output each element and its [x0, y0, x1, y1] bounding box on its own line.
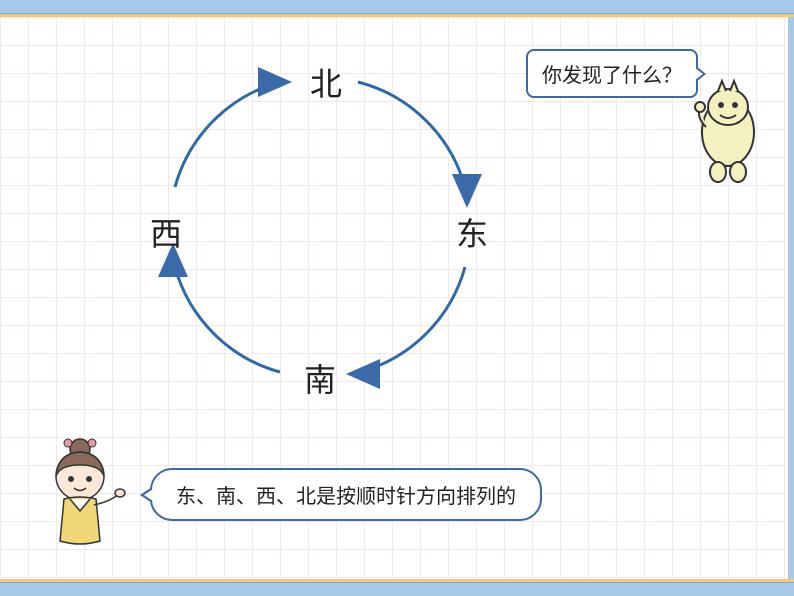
mascot-dino-icon [688, 77, 768, 187]
mascot-girl-icon [30, 431, 130, 551]
speech-question-text: 你发现了什么？ [542, 65, 682, 87]
speech-bubble-answer: 东、南、西、北是按顺时针方向排列的 [150, 468, 542, 521]
speech-bubble-question: 你发现了什么？ [526, 49, 698, 98]
label-north: 北 [310, 59, 342, 105]
right-edge [788, 17, 794, 579]
label-east: 东 [456, 209, 488, 255]
arrow-to-south-icon [346, 359, 382, 389]
top-bar [0, 0, 794, 14]
arrow-to-north-icon [258, 67, 294, 97]
label-west: 西 [150, 209, 182, 255]
label-south: 南 [304, 355, 336, 401]
grid-background: 北 东 南 西 你发现了什么？ 东、南、西、北是按顺时针方向排列的 [0, 17, 788, 579]
speech-answer-text: 东、南、西、北是按顺时针方向排列的 [176, 486, 516, 508]
bottom-bar [0, 582, 794, 596]
slide-frame: 北 东 南 西 你发现了什么？ 东、南、西、北是按顺时针方向排列的 [0, 0, 794, 596]
arrow-to-east-icon [452, 174, 482, 210]
direction-circle [150, 57, 490, 397]
